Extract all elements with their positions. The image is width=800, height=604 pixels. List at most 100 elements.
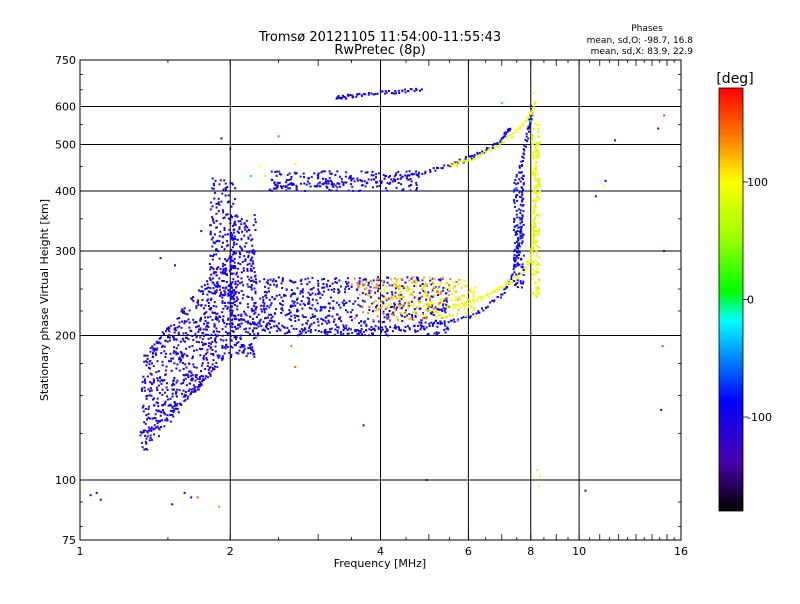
echo-point	[526, 127, 529, 130]
echo-point	[172, 357, 175, 360]
echo-point	[220, 200, 223, 203]
echo-point	[182, 381, 185, 384]
echo-point	[398, 306, 401, 308]
echo-point	[472, 309, 475, 312]
echo-point	[231, 296, 234, 299]
echo-point	[522, 269, 525, 271]
echo-point	[400, 305, 403, 308]
echo-point	[460, 306, 463, 309]
echo-point	[522, 124, 525, 127]
echo-point	[308, 324, 311, 327]
echo-point	[362, 284, 365, 287]
echo-point	[143, 448, 146, 451]
echo-point	[242, 269, 245, 272]
echo-point	[215, 305, 218, 308]
echo-point	[379, 180, 382, 183]
echo-point	[171, 388, 174, 391]
echo-point	[415, 282, 418, 285]
echo-point	[363, 180, 366, 183]
echo-point	[524, 120, 527, 123]
echo-point	[384, 297, 387, 300]
echo-point	[150, 389, 153, 392]
echo-point	[236, 238, 239, 241]
echo-point	[153, 427, 156, 430]
echo-point	[425, 283, 428, 286]
echo-point	[324, 331, 327, 333]
echo-point	[369, 290, 372, 292]
echo-point	[214, 338, 217, 341]
echo-point	[381, 294, 384, 297]
echo-point	[657, 127, 660, 130]
echo-point	[399, 174, 402, 177]
echo-point	[513, 220, 515, 223]
echo-point	[407, 174, 410, 177]
echo-point	[535, 252, 538, 254]
echo-point	[531, 246, 534, 249]
echo-point	[367, 178, 370, 181]
echo-point	[407, 325, 409, 328]
echo-point	[475, 312, 478, 315]
echo-point	[536, 149, 538, 152]
echo-point	[268, 306, 271, 309]
echo-point	[346, 277, 349, 280]
echo-point	[300, 332, 303, 335]
echo-point	[468, 291, 471, 294]
echo-point	[146, 361, 149, 364]
echo-point	[215, 220, 218, 222]
echo-point	[230, 216, 233, 219]
echo-point	[353, 277, 356, 280]
echo-point	[444, 287, 447, 290]
echo-point	[485, 150, 487, 153]
echo-point	[216, 283, 219, 286]
echo-point	[536, 153, 539, 156]
echo-point	[143, 421, 146, 424]
echo-point	[531, 167, 534, 169]
echo-point	[214, 333, 217, 336]
echo-point	[162, 408, 164, 411]
echo-point	[344, 291, 346, 294]
echo-point	[395, 186, 398, 189]
echo-point	[526, 117, 529, 120]
echo-point	[286, 173, 289, 176]
echo-point	[375, 287, 378, 289]
echo-point	[483, 150, 486, 153]
echo-point	[263, 311, 266, 314]
echo-point	[359, 331, 362, 334]
echo-point	[334, 277, 337, 280]
echo-point	[533, 218, 536, 221]
echo-point	[446, 300, 449, 303]
echo-point	[216, 317, 219, 320]
echo-point	[250, 276, 253, 279]
echo-point	[428, 322, 431, 325]
echo-point	[445, 327, 448, 330]
echo-point	[311, 315, 314, 318]
echo-point	[521, 193, 524, 196]
echo-point	[251, 310, 254, 313]
echo-point	[145, 360, 148, 363]
echo-point	[347, 94, 350, 97]
echo-point	[250, 249, 253, 252]
echo-point	[339, 185, 342, 188]
echo-point	[448, 163, 451, 166]
echo-point	[268, 323, 271, 326]
echo-point	[155, 371, 158, 374]
echo-point	[535, 150, 538, 153]
echo-point	[209, 278, 212, 281]
echo-point	[262, 320, 265, 323]
echo-point	[177, 352, 179, 355]
echo-point	[501, 293, 504, 296]
echo-point	[536, 135, 539, 138]
echo-point	[389, 312, 392, 315]
echo-point	[413, 172, 416, 175]
echo-point	[533, 238, 536, 241]
echo-point	[293, 314, 296, 317]
echo-point	[274, 183, 277, 186]
echo-point	[231, 346, 234, 349]
echo-point	[532, 136, 535, 138]
echo-point	[290, 304, 293, 307]
echo-point	[216, 330, 219, 333]
echo-point	[358, 282, 361, 285]
echo-point	[322, 177, 324, 180]
echo-point	[345, 181, 348, 184]
echo-point	[199, 354, 202, 357]
